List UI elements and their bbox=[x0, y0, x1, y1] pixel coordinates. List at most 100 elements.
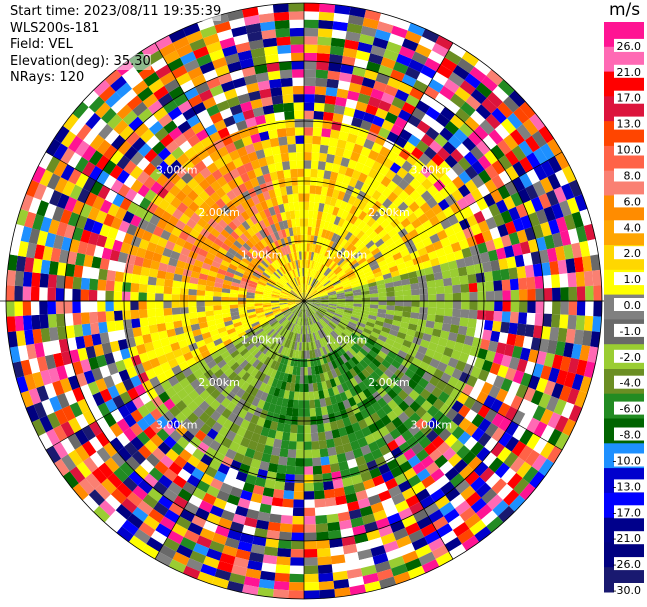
velocity-gate bbox=[304, 400, 310, 409]
velocity-gate bbox=[460, 283, 470, 293]
velocity-gate bbox=[409, 317, 419, 326]
velocity-gate bbox=[281, 86, 294, 96]
velocity-gate bbox=[259, 332, 268, 340]
velocity-gate bbox=[72, 483, 89, 501]
velocity-gate bbox=[397, 243, 408, 253]
velocity-gate bbox=[142, 494, 158, 509]
range-ring-label: 1.00km bbox=[241, 333, 283, 346]
velocity-gate bbox=[319, 264, 325, 273]
velocity-gate bbox=[55, 288, 65, 301]
velocity-gate bbox=[206, 548, 223, 561]
velocity-gate bbox=[522, 336, 533, 350]
velocity-gate bbox=[318, 152, 328, 162]
velocity-gate bbox=[274, 111, 285, 122]
velocity-gate bbox=[406, 153, 419, 166]
velocity-gate bbox=[508, 90, 526, 108]
velocity-gate bbox=[237, 263, 247, 271]
velocity-gate bbox=[361, 248, 371, 258]
velocity-gate bbox=[405, 522, 421, 536]
velocity-gate bbox=[50, 339, 62, 355]
velocity-gate bbox=[376, 316, 385, 323]
velocity-gate bbox=[308, 251, 312, 261]
velocity-gate bbox=[309, 307, 316, 314]
velocity-gate bbox=[248, 500, 261, 512]
velocity-gate bbox=[333, 328, 341, 337]
velocity-gate bbox=[360, 408, 371, 419]
velocity-gate bbox=[444, 537, 462, 552]
velocity-gate bbox=[369, 307, 379, 313]
velocity-gate bbox=[476, 140, 491, 156]
velocity-gate bbox=[131, 192, 145, 206]
velocity-gate bbox=[141, 379, 154, 393]
velocity-gate bbox=[262, 296, 272, 300]
velocity-gate bbox=[328, 303, 337, 307]
velocity-gate bbox=[274, 312, 283, 318]
velocity-gate bbox=[200, 349, 211, 359]
velocity-gate bbox=[282, 287, 291, 293]
velocity-gate bbox=[517, 188, 531, 204]
velocity-gate bbox=[145, 368, 157, 380]
velocity-gate bbox=[326, 259, 334, 268]
velocity-gate bbox=[503, 245, 515, 258]
velocity-gate bbox=[292, 507, 304, 517]
velocity-gate bbox=[316, 311, 324, 318]
velocity-gate bbox=[449, 268, 460, 278]
velocity-gate bbox=[312, 299, 321, 301]
velocity-gate bbox=[425, 320, 435, 329]
velocity-gate bbox=[287, 301, 296, 304]
velocity-gate bbox=[246, 303, 255, 308]
velocity-gate bbox=[221, 408, 232, 419]
velocity-gate bbox=[57, 326, 67, 340]
velocity-gate bbox=[411, 301, 420, 308]
velocity-gate bbox=[258, 363, 267, 373]
velocity-gate bbox=[559, 200, 572, 217]
velocity-gate bbox=[317, 161, 326, 171]
velocity-gate bbox=[368, 441, 380, 453]
velocity-gate bbox=[568, 286, 578, 301]
velocity-gate bbox=[408, 363, 419, 374]
velocity-gate bbox=[145, 222, 157, 234]
velocity-gate bbox=[267, 428, 277, 439]
velocity-gate bbox=[188, 288, 197, 296]
velocity-gate bbox=[53, 143, 68, 161]
velocity-gate bbox=[316, 272, 322, 281]
velocity-gate bbox=[349, 259, 358, 267]
velocity-gate bbox=[490, 189, 504, 204]
velocity-gate bbox=[470, 188, 484, 202]
velocity-gate bbox=[72, 301, 81, 314]
velocity-gate bbox=[230, 349, 240, 359]
velocity-gate bbox=[360, 564, 377, 577]
velocity-gate bbox=[337, 217, 346, 228]
velocity-gate bbox=[453, 249, 464, 261]
velocity-gate bbox=[361, 368, 371, 379]
velocity-gate bbox=[415, 367, 426, 378]
velocity-gate bbox=[237, 331, 247, 339]
velocity-gate bbox=[407, 565, 426, 580]
velocity-gate bbox=[290, 291, 298, 297]
velocity-gate bbox=[320, 303, 329, 307]
velocity-gate bbox=[461, 247, 472, 259]
velocity-gate bbox=[474, 59, 492, 76]
velocity-gate bbox=[364, 175, 375, 187]
velocity-gate bbox=[319, 220, 326, 229]
velocity-gate bbox=[386, 410, 398, 422]
velocity-gate bbox=[158, 262, 169, 272]
velocity-gate bbox=[592, 316, 602, 333]
velocity-gate bbox=[361, 77, 376, 89]
velocity-gate bbox=[374, 238, 385, 248]
velocity-gate bbox=[421, 113, 436, 127]
velocity-gate bbox=[331, 163, 341, 174]
velocity-gate bbox=[357, 337, 367, 345]
velocity-gate bbox=[76, 461, 92, 479]
velocity-gate bbox=[304, 27, 319, 37]
velocity-gate bbox=[66, 251, 78, 265]
velocity-gate bbox=[300, 234, 304, 244]
velocity-gate bbox=[334, 198, 343, 209]
velocity-gate bbox=[403, 406, 416, 418]
velocity-gate bbox=[201, 434, 214, 447]
velocity-gate bbox=[320, 276, 328, 284]
velocity-gate bbox=[234, 341, 244, 350]
velocity-gate bbox=[344, 288, 353, 293]
velocity-gate bbox=[312, 465, 323, 475]
velocity-gate bbox=[213, 355, 224, 365]
